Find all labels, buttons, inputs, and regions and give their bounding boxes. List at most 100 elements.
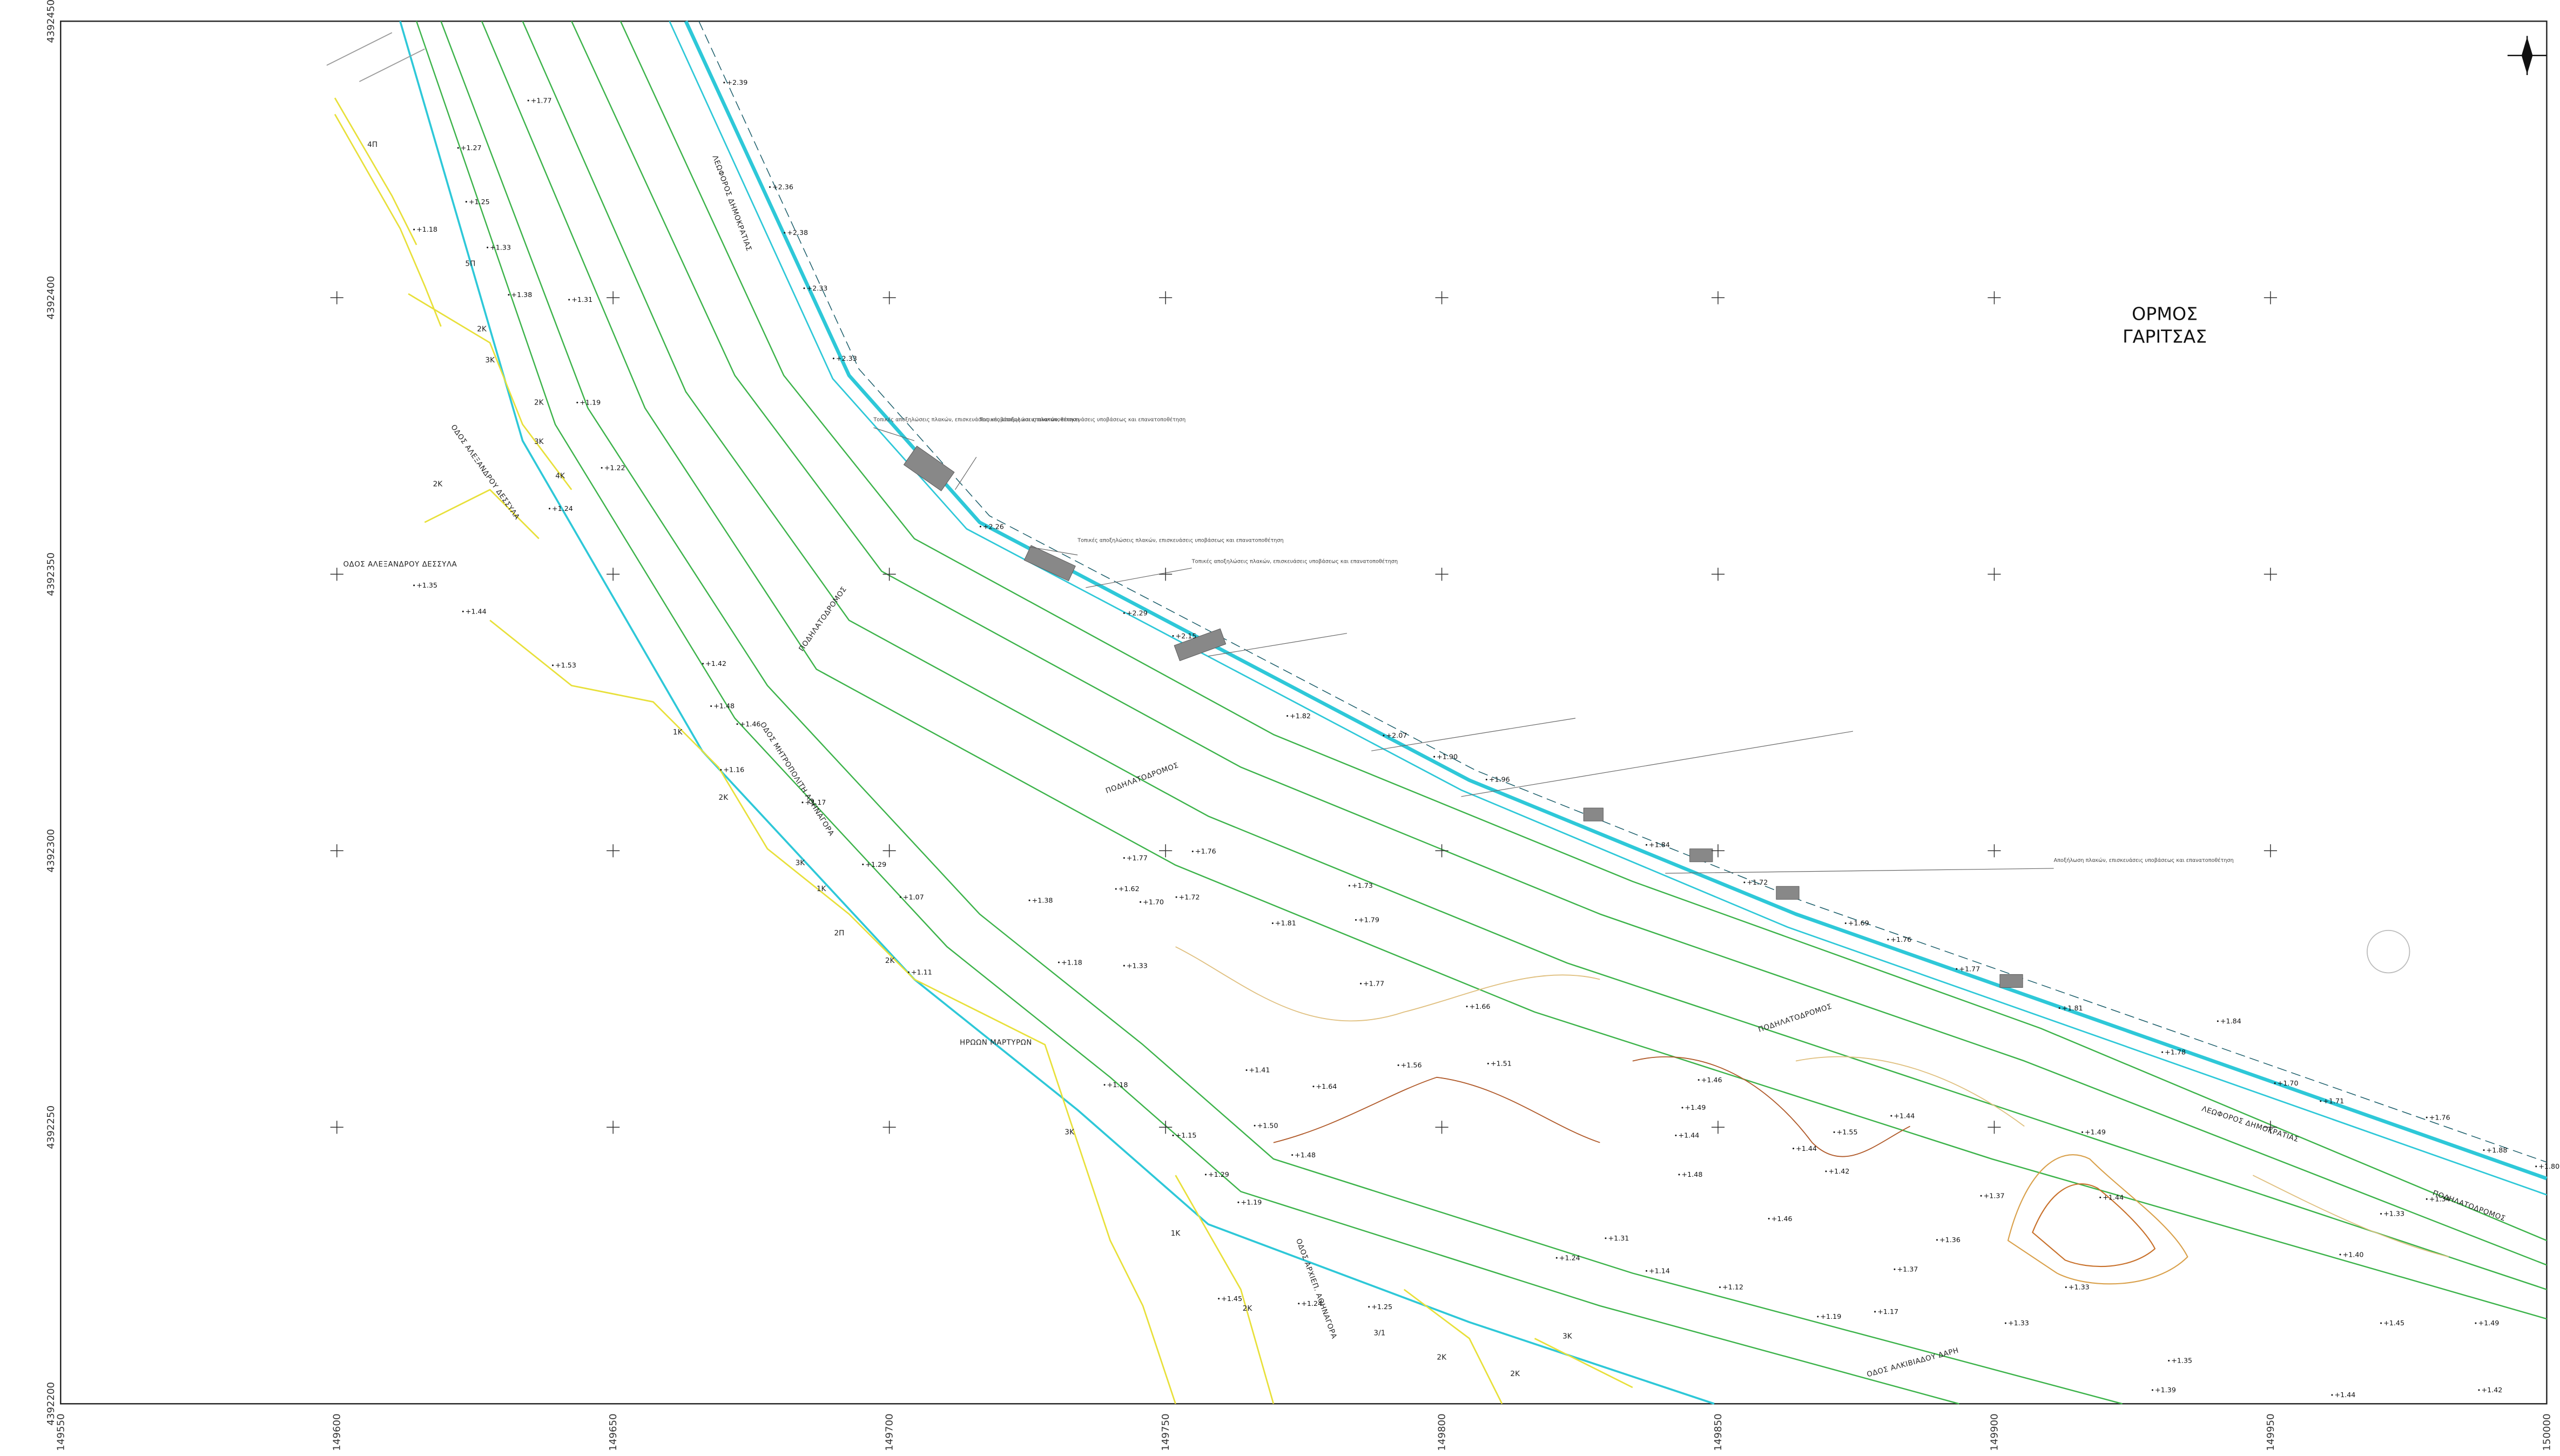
y-coordinate-label: 4392450 <box>45 0 57 43</box>
spot-point <box>1874 1311 1876 1313</box>
spot-height: +2.33 <box>806 284 827 292</box>
x-coordinate-label: 149850 <box>1713 1413 1724 1451</box>
block-label: 2K <box>1437 1353 1447 1362</box>
block-label: 4Π <box>367 140 378 149</box>
block-label: 5Π <box>465 260 475 268</box>
spot-height: +1.33 <box>2069 1283 2090 1291</box>
spot-point <box>413 228 415 231</box>
spot-point <box>1103 1084 1106 1086</box>
spot-height: +1.42 <box>1829 1167 1850 1175</box>
spot-height: +1.25 <box>469 198 490 206</box>
spot-height: +1.77 <box>531 96 552 104</box>
grid-cross <box>1711 844 1725 858</box>
spot-height: +1.79 <box>1358 916 1379 924</box>
grid-cross <box>1711 291 1725 305</box>
spot-height: +1.27 <box>461 144 482 152</box>
spot-height: +1.46 <box>1701 1076 1722 1084</box>
road-edge <box>522 21 2547 1290</box>
leader <box>873 427 915 441</box>
grid-cross <box>607 1121 620 1134</box>
spot-point <box>1956 968 1958 970</box>
spot-height: +1.29 <box>865 860 886 868</box>
spot-point <box>1743 881 1746 884</box>
spot-height: +2.36 <box>772 183 793 191</box>
leader <box>1086 568 1192 588</box>
spot-point <box>2331 1394 2333 1396</box>
grid-cross <box>1435 568 1449 581</box>
spot-point <box>723 82 725 84</box>
spot-height: +1.45 <box>2383 1319 2404 1327</box>
spot-point <box>1271 922 1274 924</box>
spot-point <box>1894 1268 1896 1270</box>
spot-point <box>1466 1006 1468 1008</box>
spot-point <box>2426 1198 2428 1200</box>
works-area <box>1023 545 1076 582</box>
spot-height: +1.72 <box>1179 893 1200 901</box>
spot-point <box>2151 1389 2153 1391</box>
place-label: ΟΡΜΟΣ <box>2132 303 2198 324</box>
spot-point <box>784 232 786 234</box>
spot-point <box>465 201 467 203</box>
annotation-note: Τοπικές αποξηλώσεις πλακών, επισκευάσεις… <box>873 416 1079 423</box>
block-label: 2K <box>534 399 544 407</box>
spot-point <box>1237 1201 1239 1203</box>
spot-point <box>462 610 464 612</box>
spot-height: +1.77 <box>1363 980 1384 988</box>
y-coordinate-label: 4392300 <box>45 829 57 873</box>
leader <box>1371 718 1576 751</box>
spot-point <box>1675 1134 1677 1136</box>
contour <box>1273 1056 1911 1157</box>
leader <box>1208 633 1348 657</box>
street-name: ΟΔΟΣ ΑΛΕΞΑΝΔΡΟΥ ΔΕΣΣΥΛΑ <box>343 561 457 569</box>
spot-height: +1.78 <box>2165 1048 2186 1056</box>
spot-height: +1.36 <box>1939 1236 1961 1244</box>
spot-point <box>2380 1212 2382 1215</box>
spot-height: +1.96 <box>1489 776 1510 784</box>
spot-height: +1.34 <box>2429 1195 2450 1203</box>
spot-height: +1.71 <box>2323 1097 2344 1105</box>
leader <box>1461 731 1853 797</box>
grid-cross <box>330 844 343 858</box>
spot-point <box>2217 1020 2219 1022</box>
spot-point <box>769 186 771 188</box>
spot-height: +1.19 <box>580 399 601 407</box>
spot-height: +1.45 <box>1221 1295 1242 1303</box>
spot-point <box>899 896 901 898</box>
spot-point <box>1980 1195 1982 1197</box>
spot-point <box>2475 1322 2477 1324</box>
spot-point <box>2099 1196 2101 1198</box>
spot-point <box>1123 857 1125 859</box>
spot-height: +1.16 <box>723 766 744 774</box>
x-coordinate-label: 149550 <box>55 1413 66 1451</box>
linework <box>326 20 2548 1405</box>
spot-height: +2.15 <box>1176 632 1197 640</box>
spot-height: +1.18 <box>1107 1081 1128 1089</box>
works-area <box>1776 886 1800 900</box>
spot-point <box>710 705 712 707</box>
spot-height: +1.44 <box>1796 1144 1817 1152</box>
spot-height: +1.44 <box>2334 1391 2355 1399</box>
grid-cross <box>1711 1121 1725 1134</box>
grid-cross <box>1711 568 1725 581</box>
grid-cross <box>607 568 620 581</box>
spot-height: +1.84 <box>2220 1017 2241 1025</box>
x-coordinate-label: 149950 <box>2265 1413 2276 1451</box>
spot-height: +1.90 <box>1437 752 1458 760</box>
spot-height: +1.35 <box>416 581 437 589</box>
spot-height: +1.82 <box>1290 712 1311 720</box>
spot-height: +1.35 <box>2171 1357 2192 1365</box>
spot-point <box>1298 1303 1300 1305</box>
annotation-note: Τοπικές αποξηλώσεις πλακών, επισκευάσεις… <box>1191 558 1398 565</box>
works-areas <box>903 446 2023 988</box>
spot-height: +1.15 <box>1176 1131 1197 1140</box>
spot-point <box>1605 1237 1607 1239</box>
spot-height: +1.33 <box>2383 1210 2404 1218</box>
spot-height: +1.62 <box>1119 885 1140 893</box>
spot-point <box>1172 635 1174 637</box>
spot-point <box>1844 922 1847 924</box>
block-label: 1K <box>673 728 683 737</box>
spot-point <box>1397 1064 1399 1066</box>
spot-height: +1.31 <box>571 295 592 304</box>
spot-point <box>1175 896 1177 898</box>
